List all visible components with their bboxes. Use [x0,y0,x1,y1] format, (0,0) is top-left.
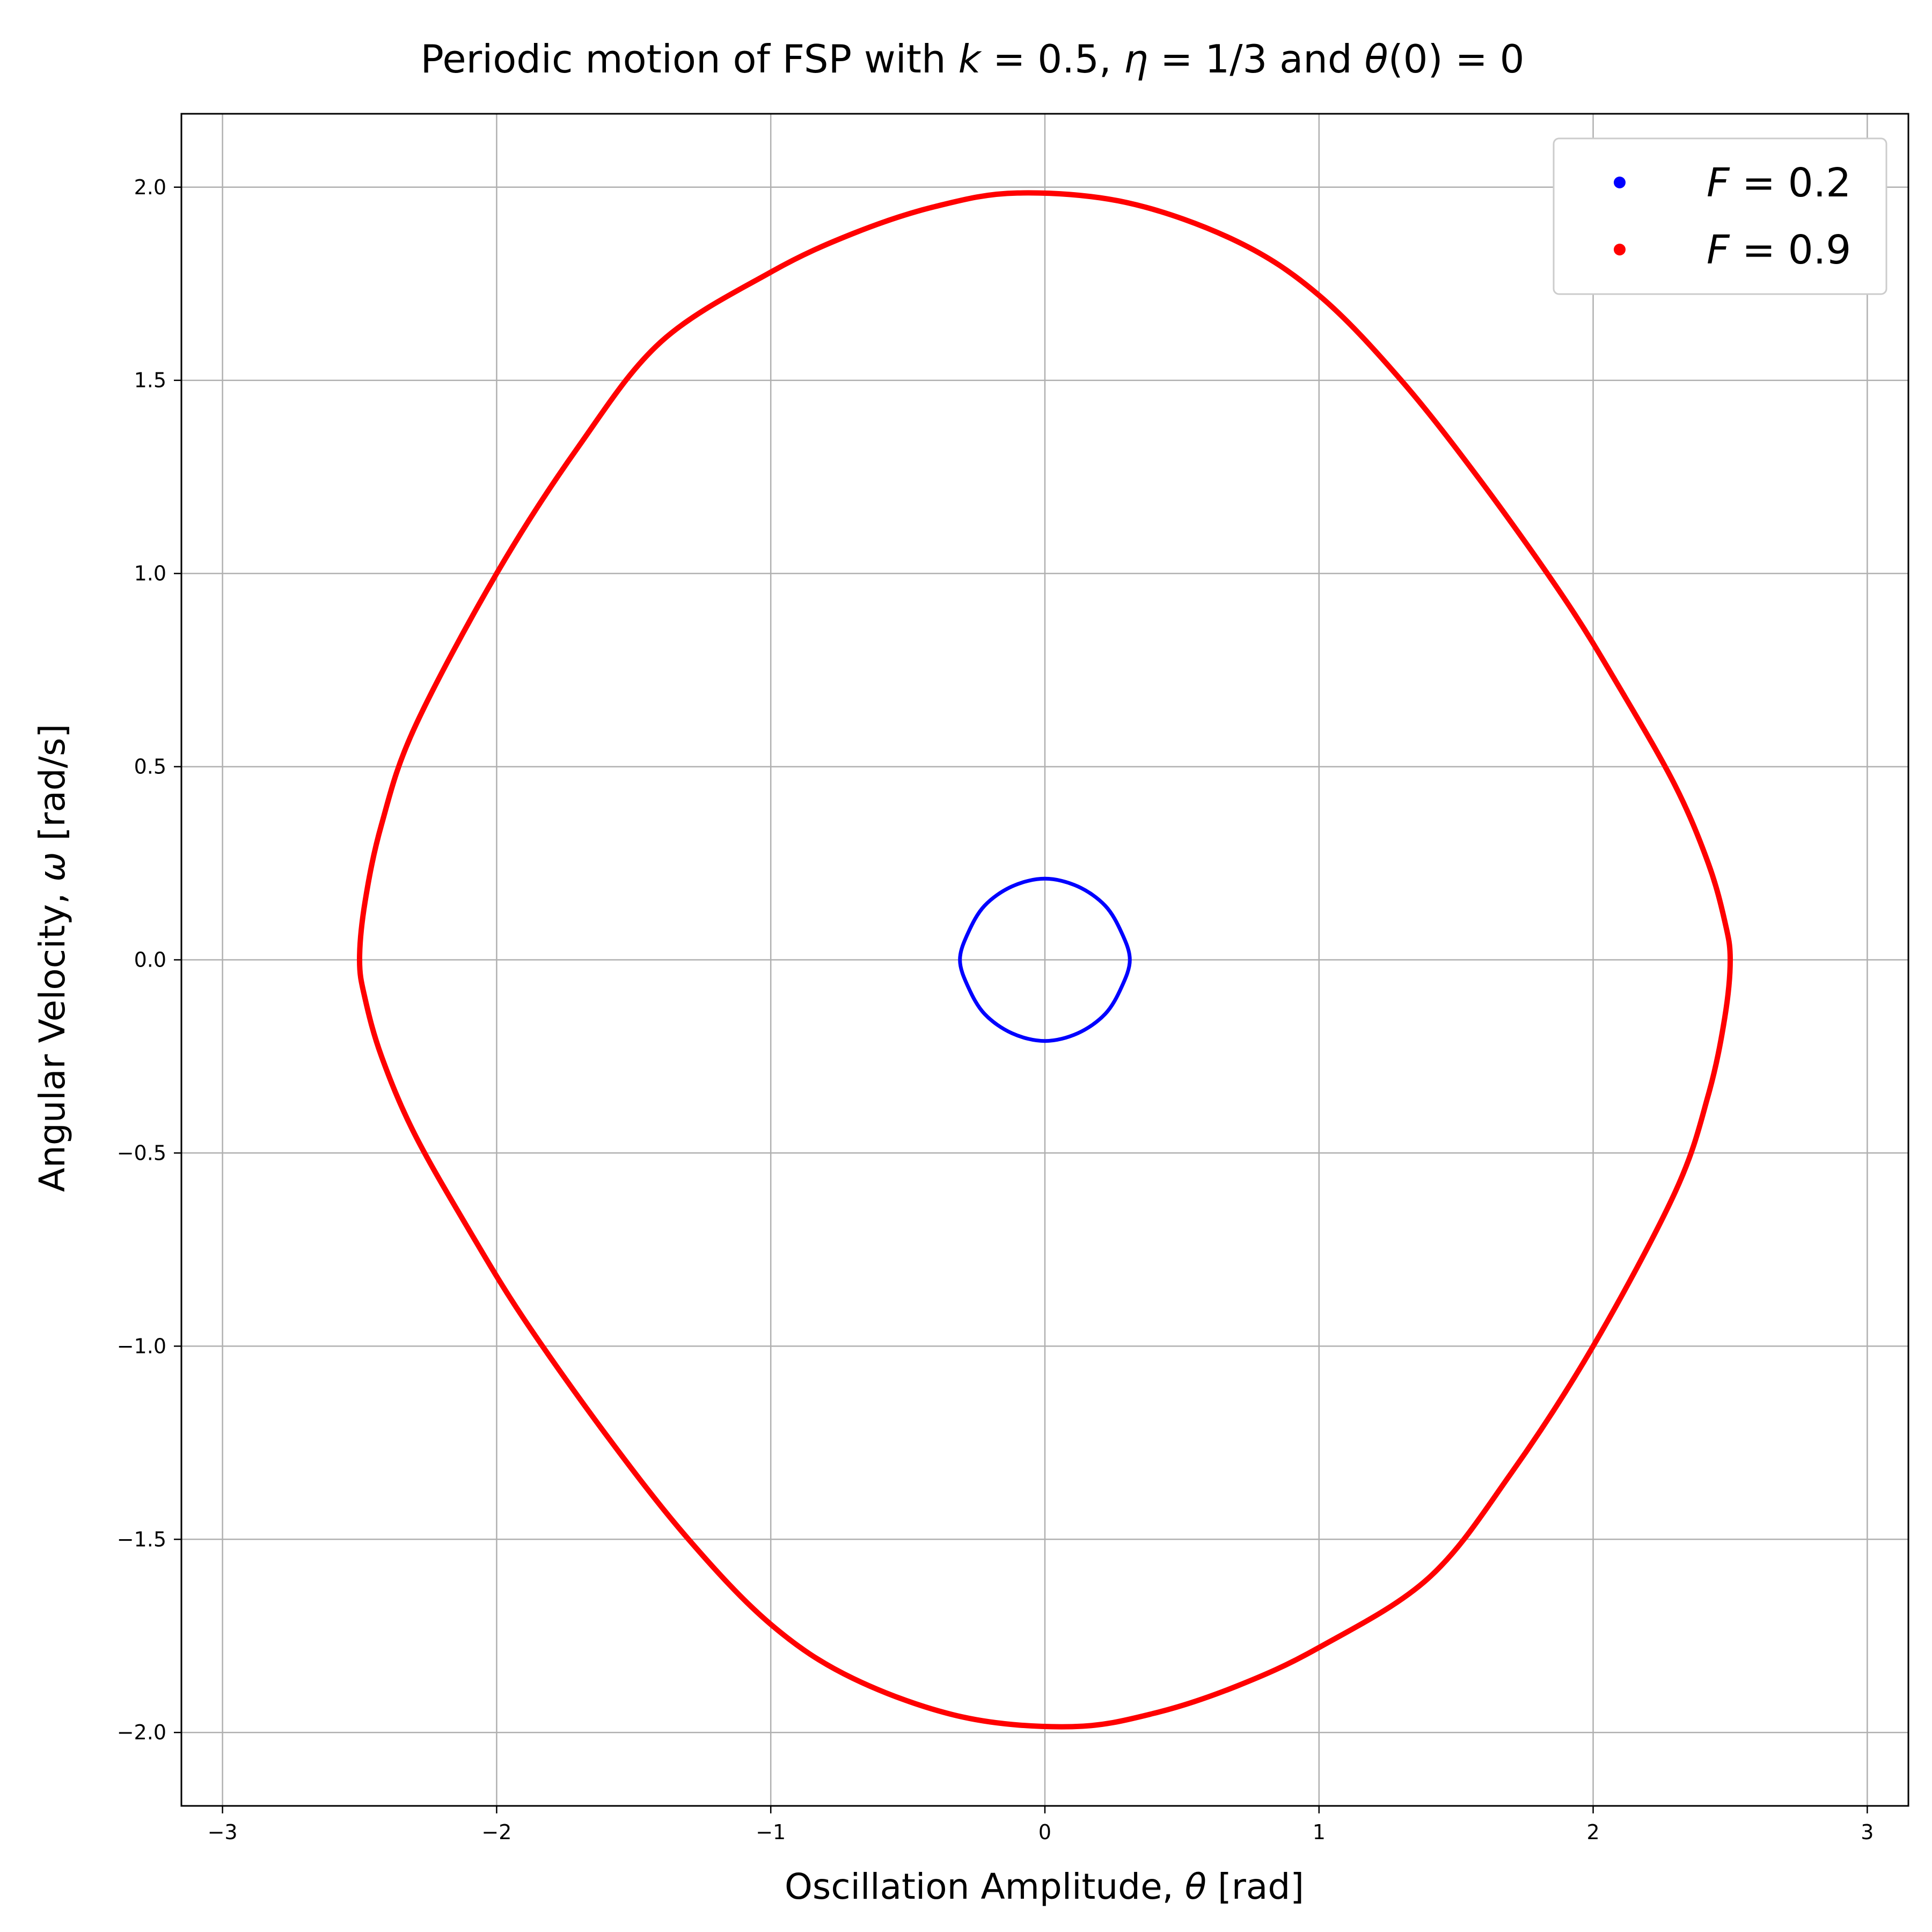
x-tick-label: −3 [208,1820,238,1844]
xlabel-part-1: θ [1185,1866,1206,1907]
y-tick-label: −1.5 [117,1527,166,1551]
legend-1-part-1: = 0.2 [1730,160,1851,206]
x-tick-label: 1 [1313,1820,1326,1844]
title-part-3: η [1124,36,1148,82]
legend-label: F = 0.2 [1707,160,1851,206]
y-ticks: −2.0 −1.5 −1.0 −0.5 0.0 0.5 1.0 1.5 2.0 [117,175,181,1744]
x-tick-label: 3 [1861,1820,1874,1844]
x-axis-title: Oscillation Amplitude, θ [rad] [785,1866,1304,1907]
y-tick-label: −2.0 [117,1721,166,1744]
legend-2-part-1: = 0.9 [1730,227,1851,273]
y-tick-label: 0.5 [134,755,166,779]
x-ticks: −3 −2 −1 0 1 2 3 [208,1806,1874,1844]
series-line-1 [958,876,1132,1043]
legend-marker [1614,177,1626,188]
y-tick-label: −1.0 [117,1334,166,1358]
title-part-2: = 0.5, [980,36,1123,82]
x-tick-label: −1 [756,1820,786,1844]
legend-1-part-0: F [1707,160,1730,206]
xlabel-part-2: [rad] [1206,1866,1304,1907]
series-layer [357,190,1733,1730]
xlabel-part-0: Oscillation Amplitude, [785,1866,1185,1907]
x-tick-label: −2 [481,1820,511,1844]
y-tick-label: 0.0 [134,948,166,972]
legend-2-part-0: F [1707,227,1730,273]
chart-title: Periodic motion of FSP with k = 0.5, η =… [421,36,1525,82]
ylabel-part-0: Angular Velocity, [32,882,73,1192]
x-tick-label: 2 [1586,1820,1599,1844]
y-tick-label: 1.5 [134,369,166,392]
ylabel-part-1: ω [32,852,73,881]
series-line-2 [357,190,1733,1730]
title-part-6: (0) = 0 [1388,36,1525,82]
title-part-5: θ [1365,36,1388,82]
legend-entries: F = 0.2F = 0.9 [1614,160,1851,273]
legend-box [1553,137,1887,295]
y-axis-title: Angular Velocity, ω [rad/s] [32,724,73,1192]
x-tick-label: 0 [1038,1820,1051,1844]
ylabel-part-2: [rad/s] [32,724,73,852]
y-tick-label: 2.0 [134,175,166,199]
title-part-4: = 1/3 and [1148,36,1364,82]
y-tick-label: −0.5 [117,1141,166,1165]
legend: F = 0.2F = 0.9 [1553,137,1887,295]
title-part-1: k [958,36,983,82]
legend-label: F = 0.9 [1707,227,1851,273]
y-tick-label: 1.0 [134,562,166,586]
legend-marker [1614,244,1626,255]
grid-lines [181,114,1908,1806]
title-part-0: Periodic motion of FSP with [421,36,958,82]
